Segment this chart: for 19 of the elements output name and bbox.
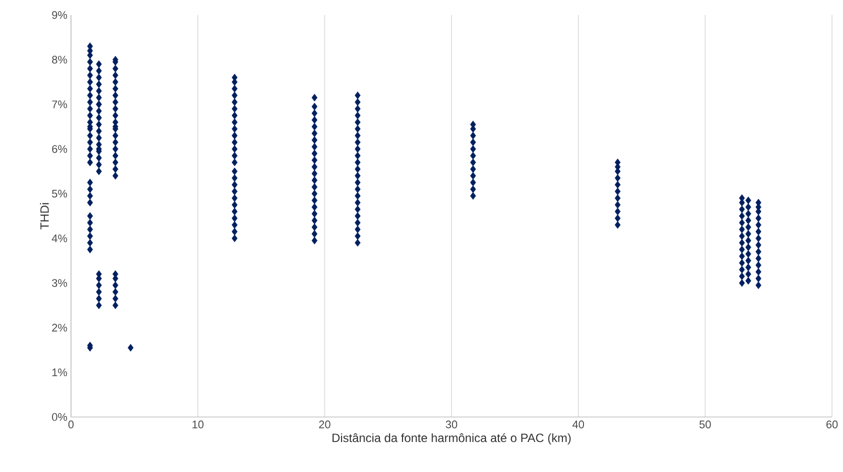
x-tick-label: 30 [446, 420, 458, 428]
x-tick-label: 0 [68, 420, 74, 428]
y-tick-label: 1% [52, 368, 68, 376]
x-tick-label: 60 [826, 420, 838, 428]
y-tick-label: 4% [52, 234, 68, 242]
x-tick-label: 10 [192, 420, 204, 428]
y-tick-label: 9% [52, 11, 68, 19]
y-tick-label: 2% [52, 324, 68, 332]
y-tick-label: 0% [52, 413, 68, 421]
y-tick-label: 3% [52, 279, 68, 287]
y-tick-label: 6% [52, 145, 68, 153]
y-tick-label: 5% [52, 190, 68, 198]
y-axis-title: THDi [40, 203, 49, 230]
y-tick-label: 8% [52, 56, 68, 64]
x-tick-label: 50 [699, 420, 711, 428]
x-axis-title: Distância da fonte harmônica até o PAC (km) [332, 433, 571, 444]
x-tick-label: 20 [319, 420, 330, 428]
y-tick-label: 7% [52, 100, 68, 108]
x-tick-label: 40 [572, 420, 584, 428]
